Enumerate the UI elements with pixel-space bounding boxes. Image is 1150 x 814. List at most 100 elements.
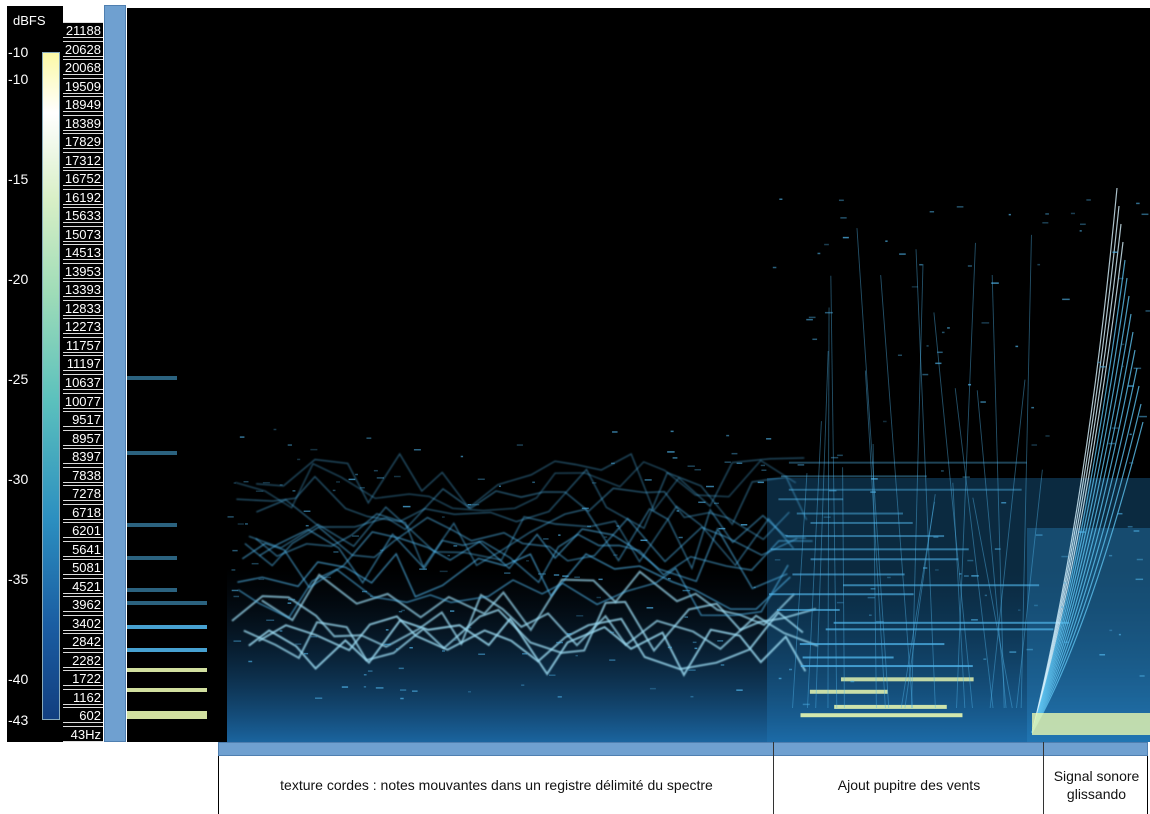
string-note-trace <box>258 611 804 671</box>
spectrogram <box>127 8 1150 742</box>
spectral-speckle <box>1035 534 1043 536</box>
frequency-tick-label: 43Hz <box>63 726 103 742</box>
spectral-speckle <box>1133 530 1140 532</box>
spectral-speckle <box>237 523 244 525</box>
spectral-speckle <box>511 560 515 562</box>
winds-partial <box>799 643 945 646</box>
spectral-speckle <box>361 590 368 593</box>
spectral-speckle <box>543 538 549 540</box>
spectral-speckle <box>332 489 336 492</box>
spectral-speckle <box>613 554 618 556</box>
spectral-speckle <box>850 680 855 683</box>
spectral-speckle <box>478 653 486 655</box>
intro-partial <box>127 588 177 592</box>
spectral-speckle <box>899 253 906 255</box>
string-note-trace <box>237 564 789 619</box>
winds-overtone-trace <box>933 312 973 709</box>
annotation-table: texture cordes : notes mouvantes dans un… <box>218 756 1148 814</box>
spectral-speckle <box>416 626 420 628</box>
spectral-speckle <box>522 653 528 655</box>
spectral-speckle <box>726 434 730 437</box>
winds-partial <box>833 621 1070 624</box>
spectral-speckle <box>919 263 923 266</box>
spectral-speckle <box>251 562 259 565</box>
winds-partial <box>788 461 1027 464</box>
spectral-speckle <box>333 551 339 553</box>
spectral-speckle <box>981 322 990 324</box>
spectral-speckle <box>399 689 407 691</box>
intro-partial <box>127 648 207 652</box>
spectral-speckle <box>806 318 813 321</box>
spectral-speckle <box>646 607 654 609</box>
spectral-speckle <box>817 252 821 255</box>
spectral-speckle <box>336 481 340 483</box>
spectral-speckle <box>287 444 292 446</box>
spectral-speckle <box>553 574 560 576</box>
spectral-speckle <box>233 640 242 642</box>
spectral-speckle <box>287 602 292 604</box>
spectral-speckle <box>897 354 903 357</box>
spectral-speckle <box>968 383 972 386</box>
spectral-speckle <box>468 691 472 693</box>
glissando-trace <box>1031 421 1144 734</box>
spectral-speckle <box>231 589 239 592</box>
spectral-speckle <box>959 573 962 575</box>
spectral-speckle <box>1117 512 1123 515</box>
spectral-speckle <box>239 436 245 438</box>
annotation-winds-entry: Ajout pupitre des vents <box>837 777 981 793</box>
winds-overtone-trace <box>792 473 808 709</box>
spectral-speckle <box>532 481 535 484</box>
winds-overtone-trace <box>1016 469 1043 709</box>
spectral-speckle <box>574 576 580 578</box>
spectral-speckle <box>521 684 525 686</box>
spectral-speckle <box>305 524 309 527</box>
winds-overtone-trace <box>956 242 976 709</box>
spectral-speckle <box>933 536 939 538</box>
spectral-speckle <box>994 548 1001 550</box>
section-divider <box>1043 742 1044 814</box>
spectral-speckle <box>779 198 783 200</box>
spectral-speckle <box>1078 531 1086 533</box>
frequency-tick-label: 16192 <box>63 188 103 205</box>
frequency-tick-label: 4521 <box>63 577 103 594</box>
spectral-speckle <box>587 525 592 528</box>
dbfs-tick-label: -20 <box>8 271 29 287</box>
dbfs-unit-label: dBFS <box>13 13 46 28</box>
winds-overtone-trace <box>989 379 1026 709</box>
spectral-speckle <box>824 311 833 314</box>
spectral-speckle <box>1062 298 1070 301</box>
spectral-speckle <box>1060 606 1064 608</box>
winds-partial <box>776 608 840 611</box>
spectral-speckle <box>870 491 876 493</box>
frequency-tick-label: 602 <box>63 707 103 724</box>
spectral-speckle <box>266 619 275 622</box>
dbfs-tick-label: -35 <box>8 571 29 587</box>
spectral-speckle <box>676 510 679 512</box>
spectral-speckle <box>363 686 367 688</box>
spectral-speckle <box>692 641 697 644</box>
spectral-speckle <box>694 647 698 650</box>
spectral-speckle <box>453 545 458 547</box>
frequency-tick-label: 2842 <box>63 633 103 650</box>
frequency-tick-label: 21188 <box>63 22 103 38</box>
spectral-speckle <box>498 485 501 488</box>
spectral-speckle <box>376 477 384 479</box>
spectral-speckle <box>413 449 421 451</box>
winds-partial <box>809 689 888 694</box>
spectral-speckle <box>967 265 972 267</box>
winds-partial <box>802 656 894 659</box>
intro-partial <box>127 601 207 605</box>
spectral-speckle <box>971 575 979 577</box>
spectral-speckle <box>398 610 403 613</box>
dbfs-tick-label: -10 <box>8 44 29 60</box>
spectral-speckle <box>929 211 935 213</box>
spectral-speckle <box>1017 609 1021 611</box>
spectral-speckle <box>454 639 457 641</box>
spectral-speckle <box>1135 578 1144 581</box>
spectral-speckle <box>838 199 844 202</box>
spectral-speckle <box>447 554 451 557</box>
spectral-speckle <box>644 479 652 481</box>
winds-partial <box>781 475 927 478</box>
spectral-speckle <box>348 478 356 481</box>
spectral-speckle <box>812 338 818 341</box>
